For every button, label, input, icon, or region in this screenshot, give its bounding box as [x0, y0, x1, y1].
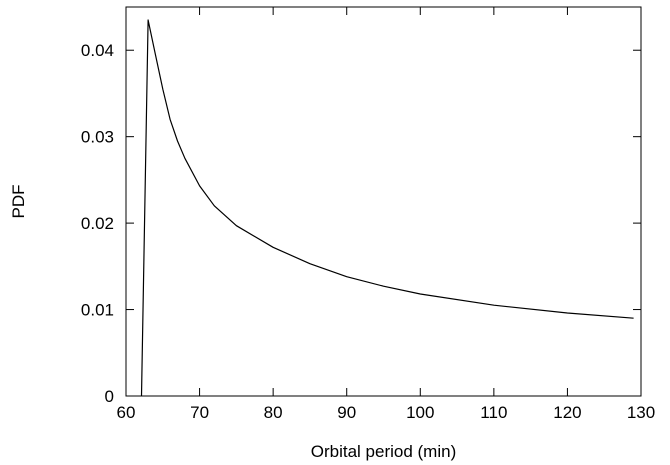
- series-layer: [140, 19, 634, 397]
- x-tick-label: 80: [264, 403, 283, 422]
- x-tick-label: 60: [117, 403, 136, 422]
- x-tick-label: 130: [627, 403, 655, 422]
- y-tick-label: 0.04: [81, 41, 114, 60]
- x-tick-label: 90: [337, 403, 356, 422]
- y-tick-label: 0.03: [81, 128, 114, 147]
- y-tick-label: 0.02: [81, 214, 114, 233]
- series-line: [140, 19, 634, 397]
- y-tick-label: 0: [105, 387, 114, 406]
- plot-frame: [125, 6, 642, 397]
- x-axis-title: Orbital period (min): [311, 442, 457, 461]
- ticks-layer: 60 70 80 90 100 110 120 130 0 0.01 0.02 0.03 0.04: [81, 7, 655, 422]
- x-tick-label: 70: [190, 403, 209, 422]
- x-tick-label: 110: [480, 403, 507, 422]
- y-axis-title: PDF: [9, 185, 28, 219]
- y-tick-label: 0.01: [81, 301, 114, 320]
- x-tick-label: 120: [553, 403, 581, 422]
- x-tick-label: 100: [406, 403, 434, 422]
